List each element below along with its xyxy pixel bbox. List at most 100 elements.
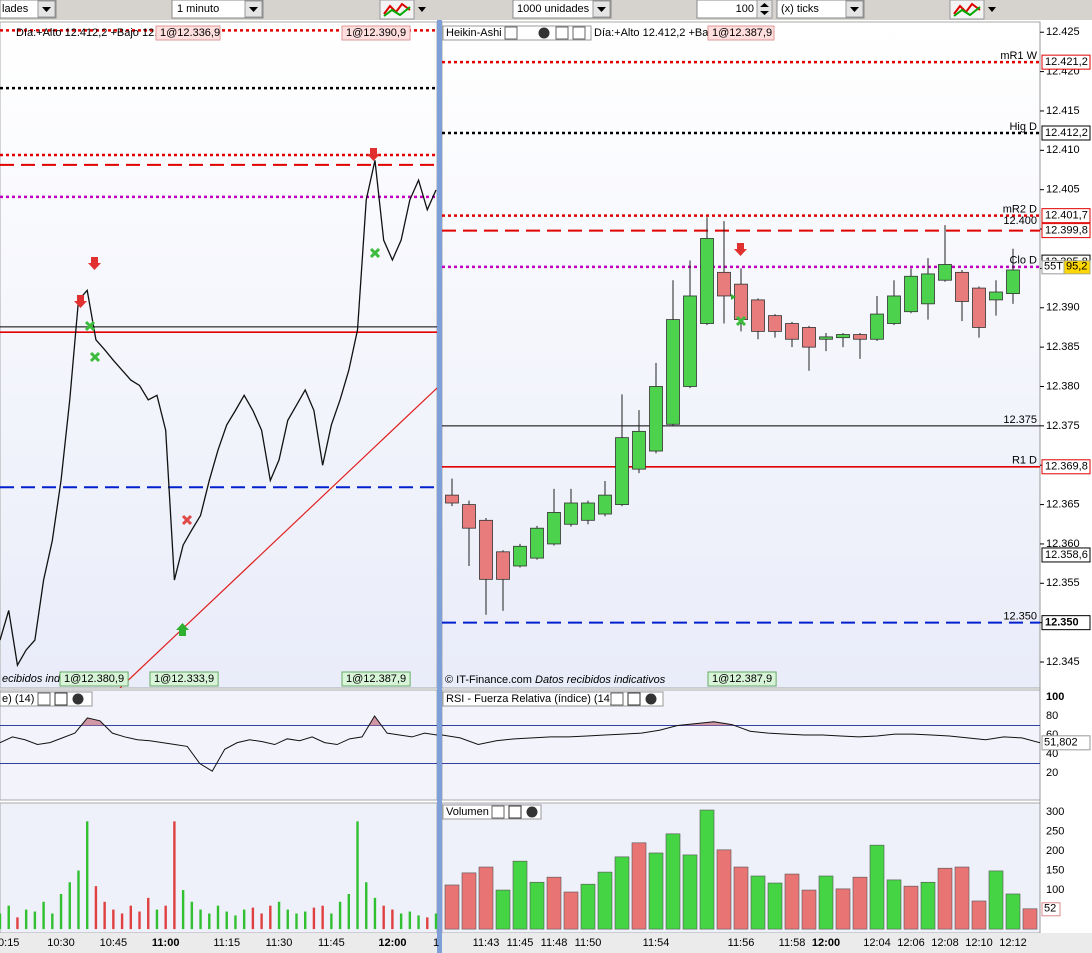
volume-bar <box>42 901 45 930</box>
x-tick-label: 11:56 <box>728 937 755 949</box>
volume-bar <box>269 905 272 930</box>
candle-body <box>989 291 1003 301</box>
volume-bar <box>444 884 460 930</box>
volume-bar <box>954 866 970 930</box>
pane-header: Día:+Alto 12.412,2 +Bajo <box>594 27 717 39</box>
candle-body <box>870 313 884 340</box>
candle-body <box>598 494 612 515</box>
level-label: 12.350 <box>1003 611 1037 623</box>
x-tick-label: 12:04 <box>863 937 891 949</box>
volume-bar <box>59 893 63 930</box>
maximize-icon[interactable] <box>508 805 522 819</box>
volume-bar <box>478 866 494 930</box>
dropdown-arrow[interactable] <box>418 7 426 12</box>
x-tick-label: 12:00 <box>812 937 840 949</box>
volume-tick-label: 300 <box>1046 806 1064 818</box>
dropdown-arrow <box>597 7 606 12</box>
close-icon[interactable] <box>645 693 657 705</box>
volume-bar <box>365 882 368 930</box>
level-label: mR2 D <box>1003 204 1037 216</box>
ticks-unit-dropdown[interactable] <box>776 0 865 19</box>
move-down-icon[interactable] <box>555 26 569 40</box>
volume-bar <box>546 876 562 930</box>
candle-body <box>938 264 952 281</box>
settings-icon[interactable] <box>37 692 51 706</box>
volume-bar <box>852 876 868 930</box>
volume-bar <box>138 911 141 930</box>
x-tick-label: 11:00 <box>152 937 180 949</box>
candle-body <box>785 323 799 340</box>
volume-bar <box>631 842 647 930</box>
maximize-icon[interactable] <box>54 692 68 706</box>
x-tick-label: 11:43 <box>473 937 500 949</box>
candle-body <box>853 334 867 340</box>
move-up-icon[interactable] <box>572 26 586 40</box>
price-box <box>1041 54 1091 70</box>
maximize-icon[interactable] <box>627 692 641 706</box>
close-icon[interactable] <box>526 806 538 818</box>
dropdown-arrow[interactable] <box>988 7 996 12</box>
exit-cross <box>735 315 747 327</box>
volume-bar <box>295 913 298 930</box>
sell-arrow <box>734 243 747 256</box>
y-tick-label: 12.345 <box>1046 656 1080 668</box>
dropdown-arrow <box>850 7 859 12</box>
pane-label: RSI - Fuerza Relativa (índice) (14) <box>446 693 614 705</box>
volume-tick-label: 250 <box>1046 825 1064 837</box>
candle-body <box>921 273 935 305</box>
right-chart <box>442 60 1040 624</box>
level-label: Clo D <box>1009 255 1037 267</box>
level-label: mR1 W <box>1000 50 1037 62</box>
volume-bar <box>580 883 596 930</box>
close-icon[interactable] <box>538 27 550 39</box>
price-box <box>1041 125 1091 141</box>
spinner[interactable] <box>756 0 773 19</box>
volume-bar <box>86 821 89 930</box>
footer-tag-box <box>59 671 129 687</box>
settings-icon[interactable] <box>504 26 518 40</box>
volume-bar <box>495 889 511 930</box>
units-dropdown[interactable] <box>512 0 612 19</box>
signal-markers <box>74 148 747 636</box>
rsi-line <box>442 721 1040 746</box>
y-tick-label: 12.425 <box>1046 26 1080 38</box>
interval-dropdown[interactable] <box>171 0 264 19</box>
volume-bar <box>937 867 953 930</box>
x-tick-label: 11:15 <box>213 937 240 949</box>
volume-bar <box>103 901 106 930</box>
y-tick-label: 12.355 <box>1046 577 1080 589</box>
volume-bar <box>216 905 220 930</box>
close-icon[interactable] <box>72 693 84 705</box>
candle-body <box>836 334 850 339</box>
volume-bar <box>173 821 176 930</box>
ticks-value: 100 <box>736 3 754 15</box>
volume-bar <box>391 909 394 930</box>
exit-cross <box>369 247 381 259</box>
spinner-arrows <box>760 3 769 15</box>
sell-arrow <box>367 148 380 161</box>
x-tick-label: 12:06 <box>897 937 925 949</box>
volume-bar <box>801 889 817 930</box>
volume-last-label: 52 <box>1044 903 1056 915</box>
x-tick-label: 12:10 <box>965 937 993 949</box>
price-box-label: 12.358,6 <box>1045 549 1088 561</box>
volume-bar <box>512 860 528 930</box>
x-tick-label: 11:30 <box>266 937 293 949</box>
candle-body <box>768 315 782 332</box>
y-tick-label: 12.415 <box>1046 105 1080 117</box>
units-label: lades <box>2 3 29 15</box>
volume-bar <box>920 881 936 930</box>
volume-bar <box>716 849 732 930</box>
x-tick-label: 12:00 <box>378 937 406 949</box>
splitter[interactable] <box>437 20 442 953</box>
dropdown-arrow <box>42 7 51 12</box>
volume-bar <box>903 885 919 930</box>
settings-icon[interactable] <box>491 805 505 819</box>
settings-icon[interactable] <box>610 692 624 706</box>
volume-bar <box>399 913 403 930</box>
buy-arrow <box>176 623 189 636</box>
volume-bar <box>260 913 263 930</box>
candle-body <box>955 271 969 302</box>
header-tag: 1@12.390,9 <box>346 27 406 39</box>
